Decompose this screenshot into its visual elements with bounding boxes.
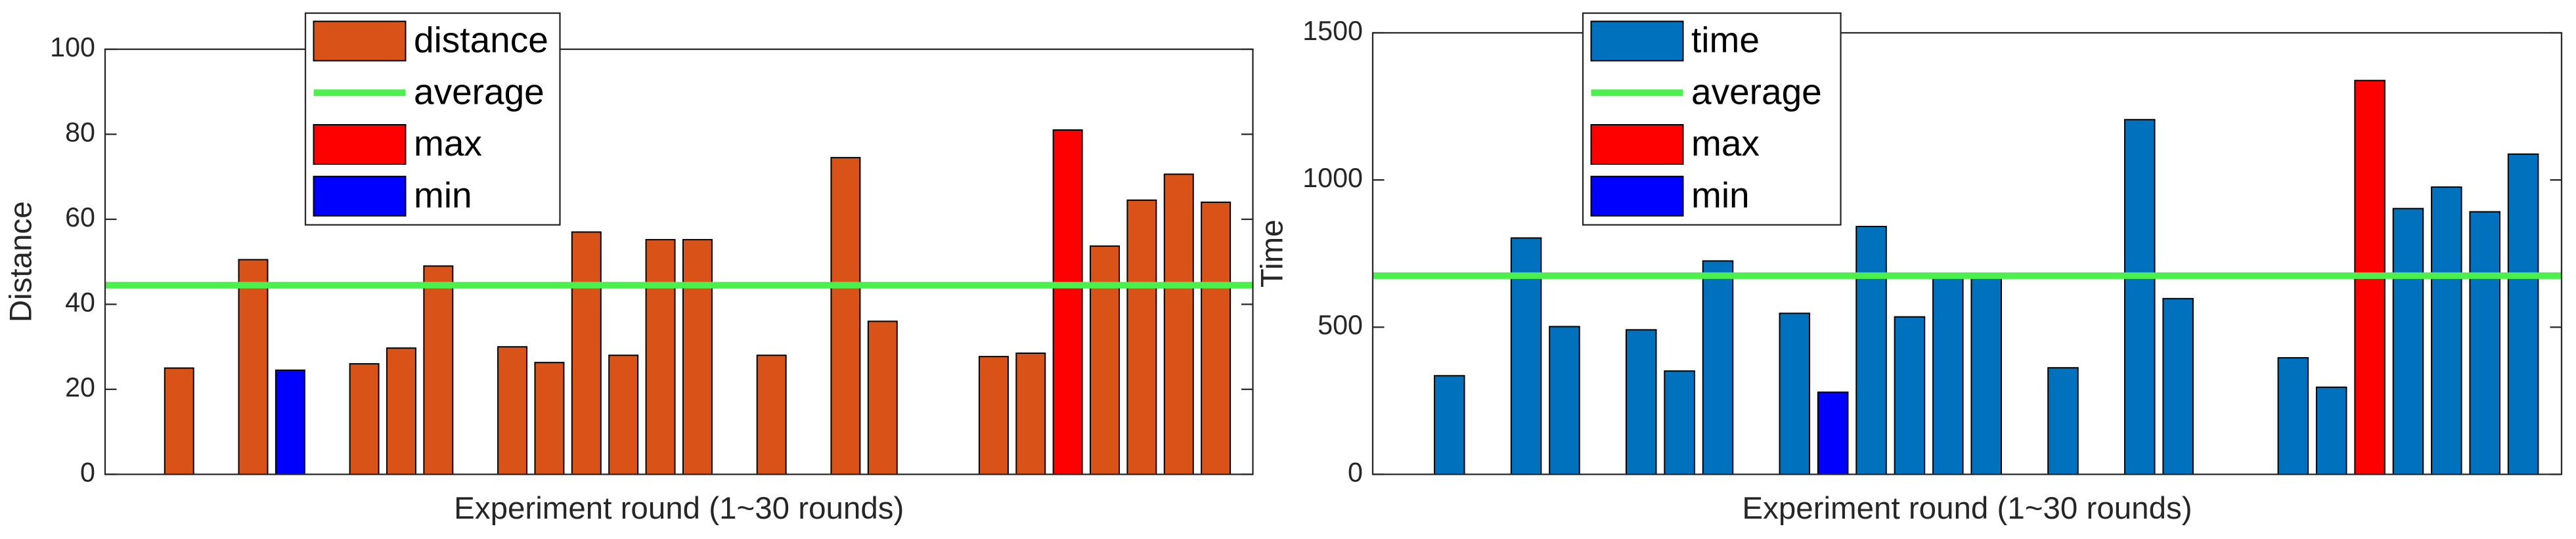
y-tick-label: 100 (50, 32, 95, 62)
bar (1932, 276, 1964, 475)
bar (349, 363, 380, 475)
y-tick-label: 1000 (1302, 163, 1363, 193)
bar (423, 265, 454, 475)
legend-swatch (313, 20, 407, 62)
bar (1549, 326, 1580, 475)
bar (2431, 186, 2462, 475)
bar (386, 347, 416, 475)
axes-box (1371, 32, 2563, 475)
bar (1664, 370, 1695, 475)
bar (1779, 313, 1811, 475)
y-tick-label: 40 (65, 287, 95, 317)
bar (2162, 297, 2194, 475)
bar (275, 369, 305, 475)
bar (1163, 173, 1194, 475)
y-tick-label: 1500 (1302, 16, 1363, 46)
x-axis-label: Experiment round (1~30 rounds) (454, 491, 904, 526)
bar (1015, 352, 1046, 475)
legend-label: average (414, 71, 544, 112)
y-tick-label: 20 (65, 372, 95, 402)
bar (2123, 119, 2156, 475)
legend-label: time (1691, 20, 1760, 60)
legend-swatch (1590, 175, 1684, 217)
bar (2469, 211, 2500, 475)
bar (682, 239, 713, 475)
bar (571, 231, 602, 475)
y-axis-label: Time (1255, 219, 1290, 288)
bar (830, 157, 861, 475)
y-tick-label: 0 (80, 457, 95, 487)
bar (1052, 129, 1083, 475)
bar (1817, 391, 1849, 475)
bar (1090, 245, 1121, 475)
y-tick-label: 0 (1348, 457, 1363, 487)
y-tick-label: 60 (65, 202, 95, 232)
bar (1625, 329, 1657, 475)
bar (645, 239, 676, 475)
legend-swatch (1590, 20, 1684, 62)
bar (867, 320, 898, 475)
bar (238, 259, 269, 475)
bar (534, 362, 565, 475)
y-tick-label: 500 (1318, 310, 1363, 340)
bar (2277, 356, 2309, 475)
bar (1970, 276, 2002, 475)
bar (1894, 316, 1926, 475)
legend-label: min (414, 175, 472, 215)
bar (497, 346, 528, 475)
bar (1855, 226, 1887, 475)
bar (978, 356, 1009, 475)
legend-swatch (313, 175, 407, 217)
y-axis-label: Distance (4, 201, 39, 322)
bar (2315, 386, 2347, 475)
legend-swatch (1590, 124, 1684, 165)
bar (2507, 153, 2539, 475)
bar (756, 355, 787, 475)
bar (608, 355, 639, 475)
bar (1201, 202, 1232, 475)
bar (1702, 260, 1734, 475)
bar (2047, 367, 2079, 475)
legend-label: max (414, 123, 482, 163)
legend-label: average (1691, 71, 1822, 112)
bar (2392, 207, 2424, 475)
x-axis-label: Experiment round (1~30 rounds) (1742, 491, 2192, 526)
axes-box (104, 48, 1254, 475)
legend-label: min (1691, 175, 1750, 215)
legend-label: max (1691, 123, 1760, 163)
bar (1126, 199, 1157, 475)
legend-label: distance (414, 20, 548, 60)
bar (1434, 375, 1465, 475)
y-tick-label: 80 (65, 117, 95, 147)
bar (164, 367, 194, 475)
legend-swatch (313, 124, 407, 165)
